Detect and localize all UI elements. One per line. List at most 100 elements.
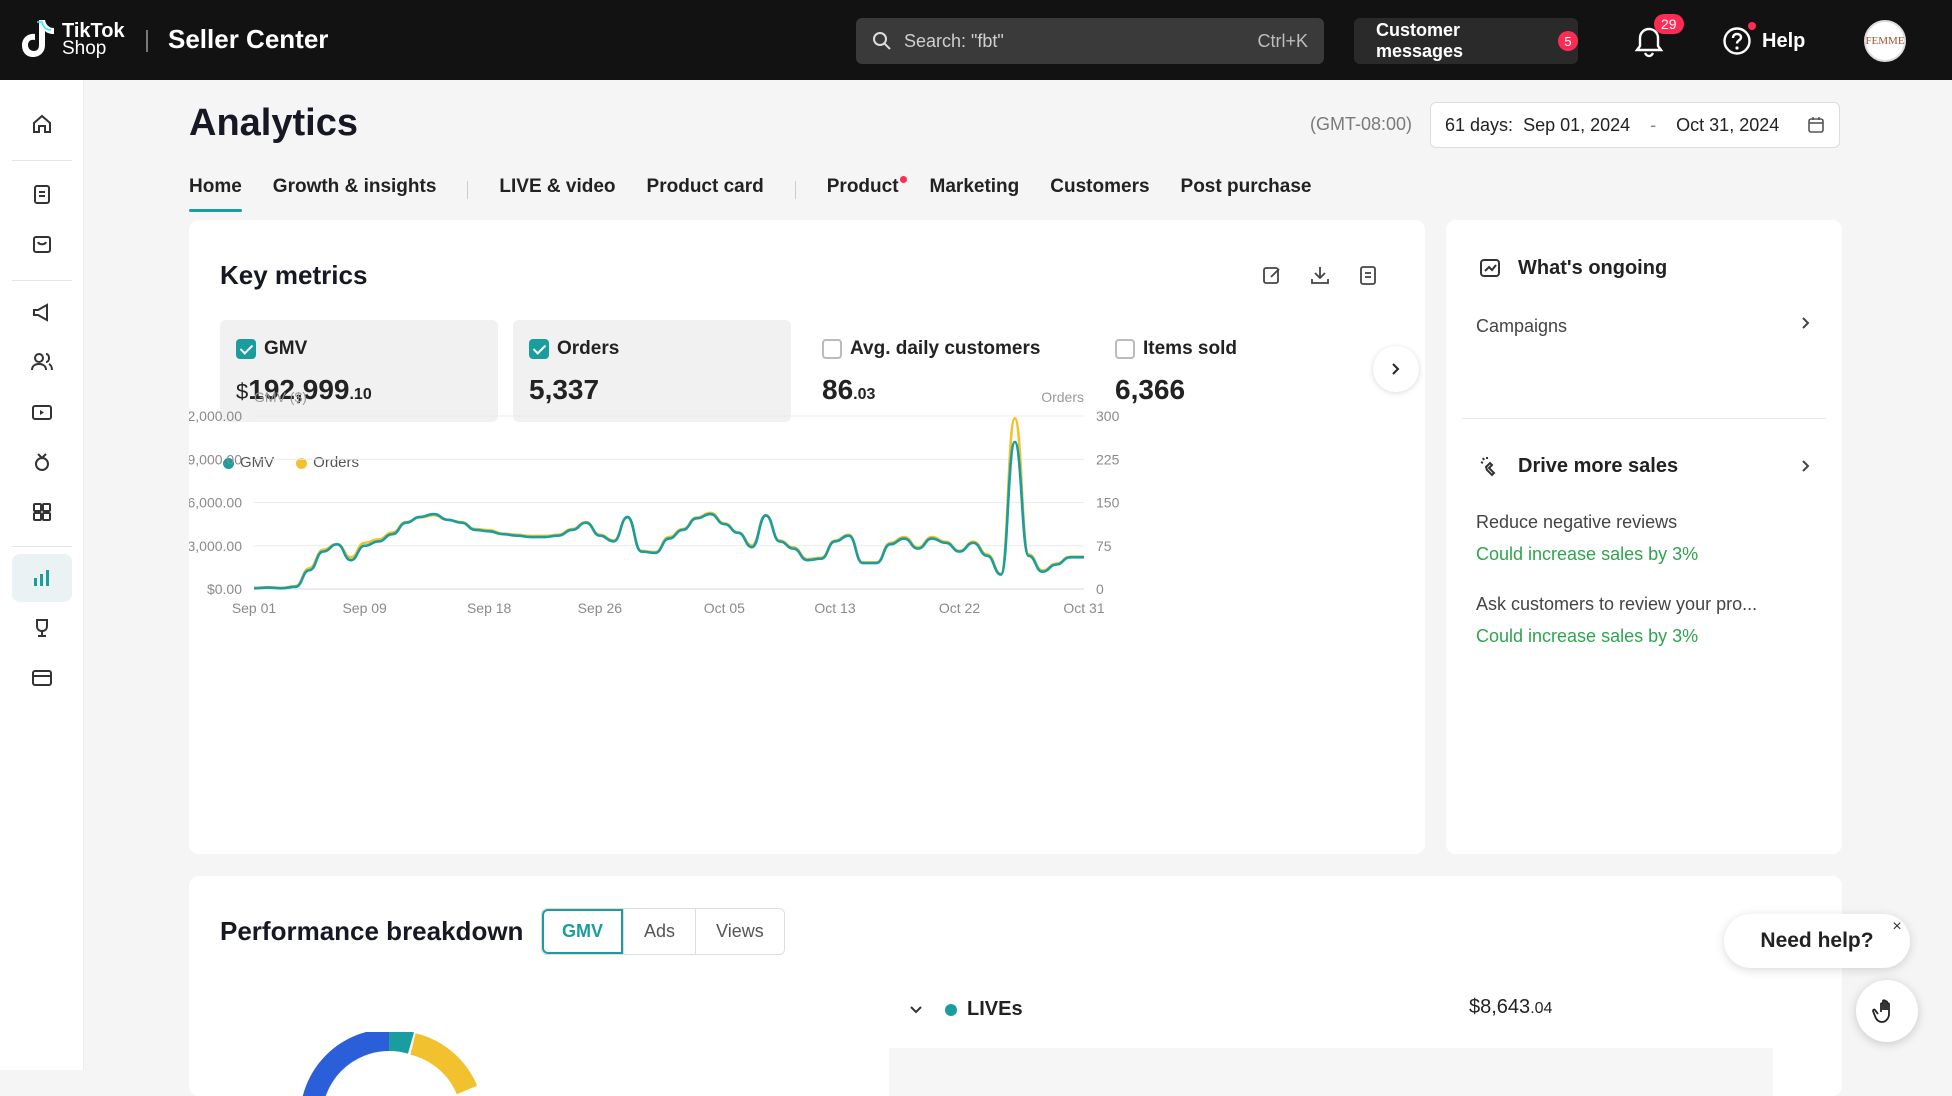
tab-product-dot bbox=[899, 176, 907, 183]
apps-icon[interactable] bbox=[30, 500, 54, 524]
report-icon[interactable] bbox=[1357, 264, 1379, 286]
metric-gmv-label: GMV bbox=[264, 338, 308, 359]
legend-gmv[interactable]: GMV bbox=[223, 454, 274, 471]
left-axis-title: GMV ($) bbox=[254, 389, 307, 405]
sidebar bbox=[0, 80, 84, 1070]
support-chat-button[interactable] bbox=[1856, 980, 1918, 1042]
gmv-orders-line-chart: GMV ($) Orders $0.00 0 $3,000.00 75 $6,000.00 1… bbox=[189, 389, 1120, 616]
tab-growth-insights[interactable]: Growth & insights bbox=[272, 176, 437, 197]
x-tick-label: Sep 09 bbox=[342, 600, 387, 616]
whats-ongoing-title: What's ongoing bbox=[1518, 256, 1668, 279]
tab-separator bbox=[467, 181, 469, 199]
lives-currency: $ bbox=[1469, 996, 1481, 1018]
search-placeholder: Search: "fbt" bbox=[904, 30, 1004, 51]
tab-live-video[interactable]: LIVE & video bbox=[499, 176, 616, 197]
help-button[interactable]: Help bbox=[1722, 22, 1806, 56]
help-label: Help bbox=[1762, 29, 1806, 52]
segment-gmv[interactable]: GMV bbox=[542, 909, 625, 954]
y-left-tick-label: $0.00 bbox=[207, 581, 242, 597]
segment-views[interactable]: Views bbox=[696, 909, 784, 954]
x-tick-label: Oct 31 bbox=[1063, 600, 1104, 616]
date-range-picker[interactable]: 61 days: Sep 01, 2024 - Oct 31, 2024 bbox=[1430, 102, 1840, 148]
megaphone-icon[interactable] bbox=[30, 300, 54, 324]
help-alert-dot bbox=[1748, 22, 1756, 30]
suggestion-ask-customers-review[interactable]: Ask customers to review your pro... bbox=[1476, 594, 1758, 614]
need-help-bubble[interactable]: Need help? bbox=[1724, 914, 1910, 968]
metric-items-sold-label: Items sold bbox=[1143, 338, 1237, 359]
metric-gmv[interactable]: GMV $192,999.10 bbox=[220, 320, 498, 422]
search-icon bbox=[873, 32, 891, 50]
performance-segment-control: GMV Ads Views bbox=[541, 908, 785, 955]
y-left-tick-label: $12,000.00 bbox=[189, 408, 242, 424]
lives-row[interactable]: LIVEs bbox=[909, 998, 1023, 1021]
waving-hand-icon bbox=[1872, 999, 1890, 1023]
calendar-icon bbox=[1808, 117, 1824, 133]
metric-items-sold-value: 6,366 bbox=[1115, 374, 1186, 405]
orders-icon[interactable] bbox=[30, 182, 54, 206]
x-tick-label: Oct 13 bbox=[814, 600, 855, 616]
lives-value: $8,643.04 bbox=[1469, 996, 1552, 1019]
date-separator: - bbox=[1650, 114, 1657, 135]
x-tick-label: Sep 01 bbox=[232, 600, 277, 616]
finance-icon[interactable] bbox=[30, 666, 54, 690]
date-range-days: 61 days: bbox=[1445, 114, 1514, 135]
drive-more-sales-header[interactable]: Drive more sales bbox=[1478, 454, 1812, 478]
video-icon[interactable] bbox=[30, 400, 54, 424]
trophy-icon[interactable] bbox=[30, 616, 54, 640]
metric-avg-daily-customers[interactable]: Avg. daily customers 86.03 bbox=[806, 320, 1084, 422]
y-left-tick-label: $6,000.00 bbox=[189, 495, 242, 511]
y-right-tick-label: 0 bbox=[1096, 581, 1104, 597]
y-left-tick-label: $9,000.00 bbox=[189, 451, 242, 467]
tab-post-purchase[interactable]: Post purchase bbox=[1180, 176, 1312, 197]
top-bar: TikTok Shop Seller Center Search: "fbt" … bbox=[0, 0, 1952, 80]
timezone-label: (GMT-08:00) bbox=[1310, 114, 1413, 134]
sidebar-divider bbox=[12, 160, 72, 161]
chevron-right-icon bbox=[1802, 317, 1810, 329]
tiktok-logo-icon bbox=[22, 20, 54, 57]
suggestion-reduce-negative-reviews[interactable]: Reduce negative reviews bbox=[1476, 512, 1678, 532]
header-divider bbox=[146, 30, 148, 52]
metric-gmv-value: 192,999 bbox=[248, 374, 350, 405]
tab-home[interactable]: Home bbox=[189, 176, 242, 212]
users-icon[interactable] bbox=[30, 350, 54, 374]
tab-customers[interactable]: Customers bbox=[1050, 176, 1150, 197]
tab-product[interactable]: Product bbox=[826, 176, 907, 204]
tab-marketing[interactable]: Marketing bbox=[929, 176, 1020, 197]
customer-messages-button[interactable]: Customer messages 5 bbox=[1354, 18, 1578, 64]
x-tick-label: Sep 26 bbox=[578, 600, 623, 616]
metrics-next-button[interactable] bbox=[1373, 346, 1419, 392]
metric-avg-daily-customers-checkbox[interactable] bbox=[822, 339, 842, 359]
right-axis-title: Orders bbox=[1041, 389, 1084, 405]
key-metrics-title: Key metrics bbox=[220, 260, 368, 290]
tiktok-shop-logo[interactable]: TikTok Shop bbox=[20, 18, 125, 62]
legend-orders[interactable]: Orders bbox=[296, 454, 359, 471]
metric-gmv-decimal: .10 bbox=[349, 386, 372, 403]
metric-orders-checkbox[interactable] bbox=[529, 339, 549, 359]
bell-icon[interactable] bbox=[1634, 26, 1664, 58]
edit-icon[interactable] bbox=[1261, 264, 1283, 286]
notifications-badge: 29 bbox=[1654, 14, 1684, 34]
tab-product-label: Product bbox=[826, 176, 899, 197]
avatar[interactable]: FEMME bbox=[1864, 20, 1906, 62]
close-icon[interactable]: × bbox=[1892, 918, 1902, 935]
segment-ads[interactable]: Ads bbox=[624, 909, 697, 954]
metric-orders-value: 5,337 bbox=[529, 374, 600, 405]
analytics-icon[interactable] bbox=[30, 566, 54, 590]
metric-orders[interactable]: Orders 5,337 bbox=[513, 320, 791, 422]
home-icon[interactable] bbox=[30, 112, 54, 136]
metric-items-sold[interactable]: Items sold 6,366 bbox=[1099, 320, 1377, 422]
campaigns-row[interactable]: Campaigns bbox=[1476, 316, 1812, 337]
brand-line-1: TikTok bbox=[62, 20, 125, 42]
metric-gmv-checkbox[interactable] bbox=[236, 339, 256, 359]
affiliate-icon[interactable] bbox=[30, 450, 54, 474]
download-icon[interactable] bbox=[1309, 264, 1331, 286]
search-input[interactable]: Search: "fbt" Ctrl+K bbox=[856, 18, 1324, 64]
tab-product-card[interactable]: Product card bbox=[646, 176, 764, 197]
metric-orders-label: Orders bbox=[557, 338, 620, 359]
y-left-tick-label: $3,000.00 bbox=[189, 538, 242, 554]
metric-gmv-currency: $ bbox=[236, 379, 249, 404]
products-icon[interactable] bbox=[30, 232, 54, 256]
x-tick-label: Oct 22 bbox=[939, 600, 980, 616]
trend-chart-icon bbox=[1480, 259, 1500, 277]
metric-items-sold-checkbox[interactable] bbox=[1115, 339, 1135, 359]
